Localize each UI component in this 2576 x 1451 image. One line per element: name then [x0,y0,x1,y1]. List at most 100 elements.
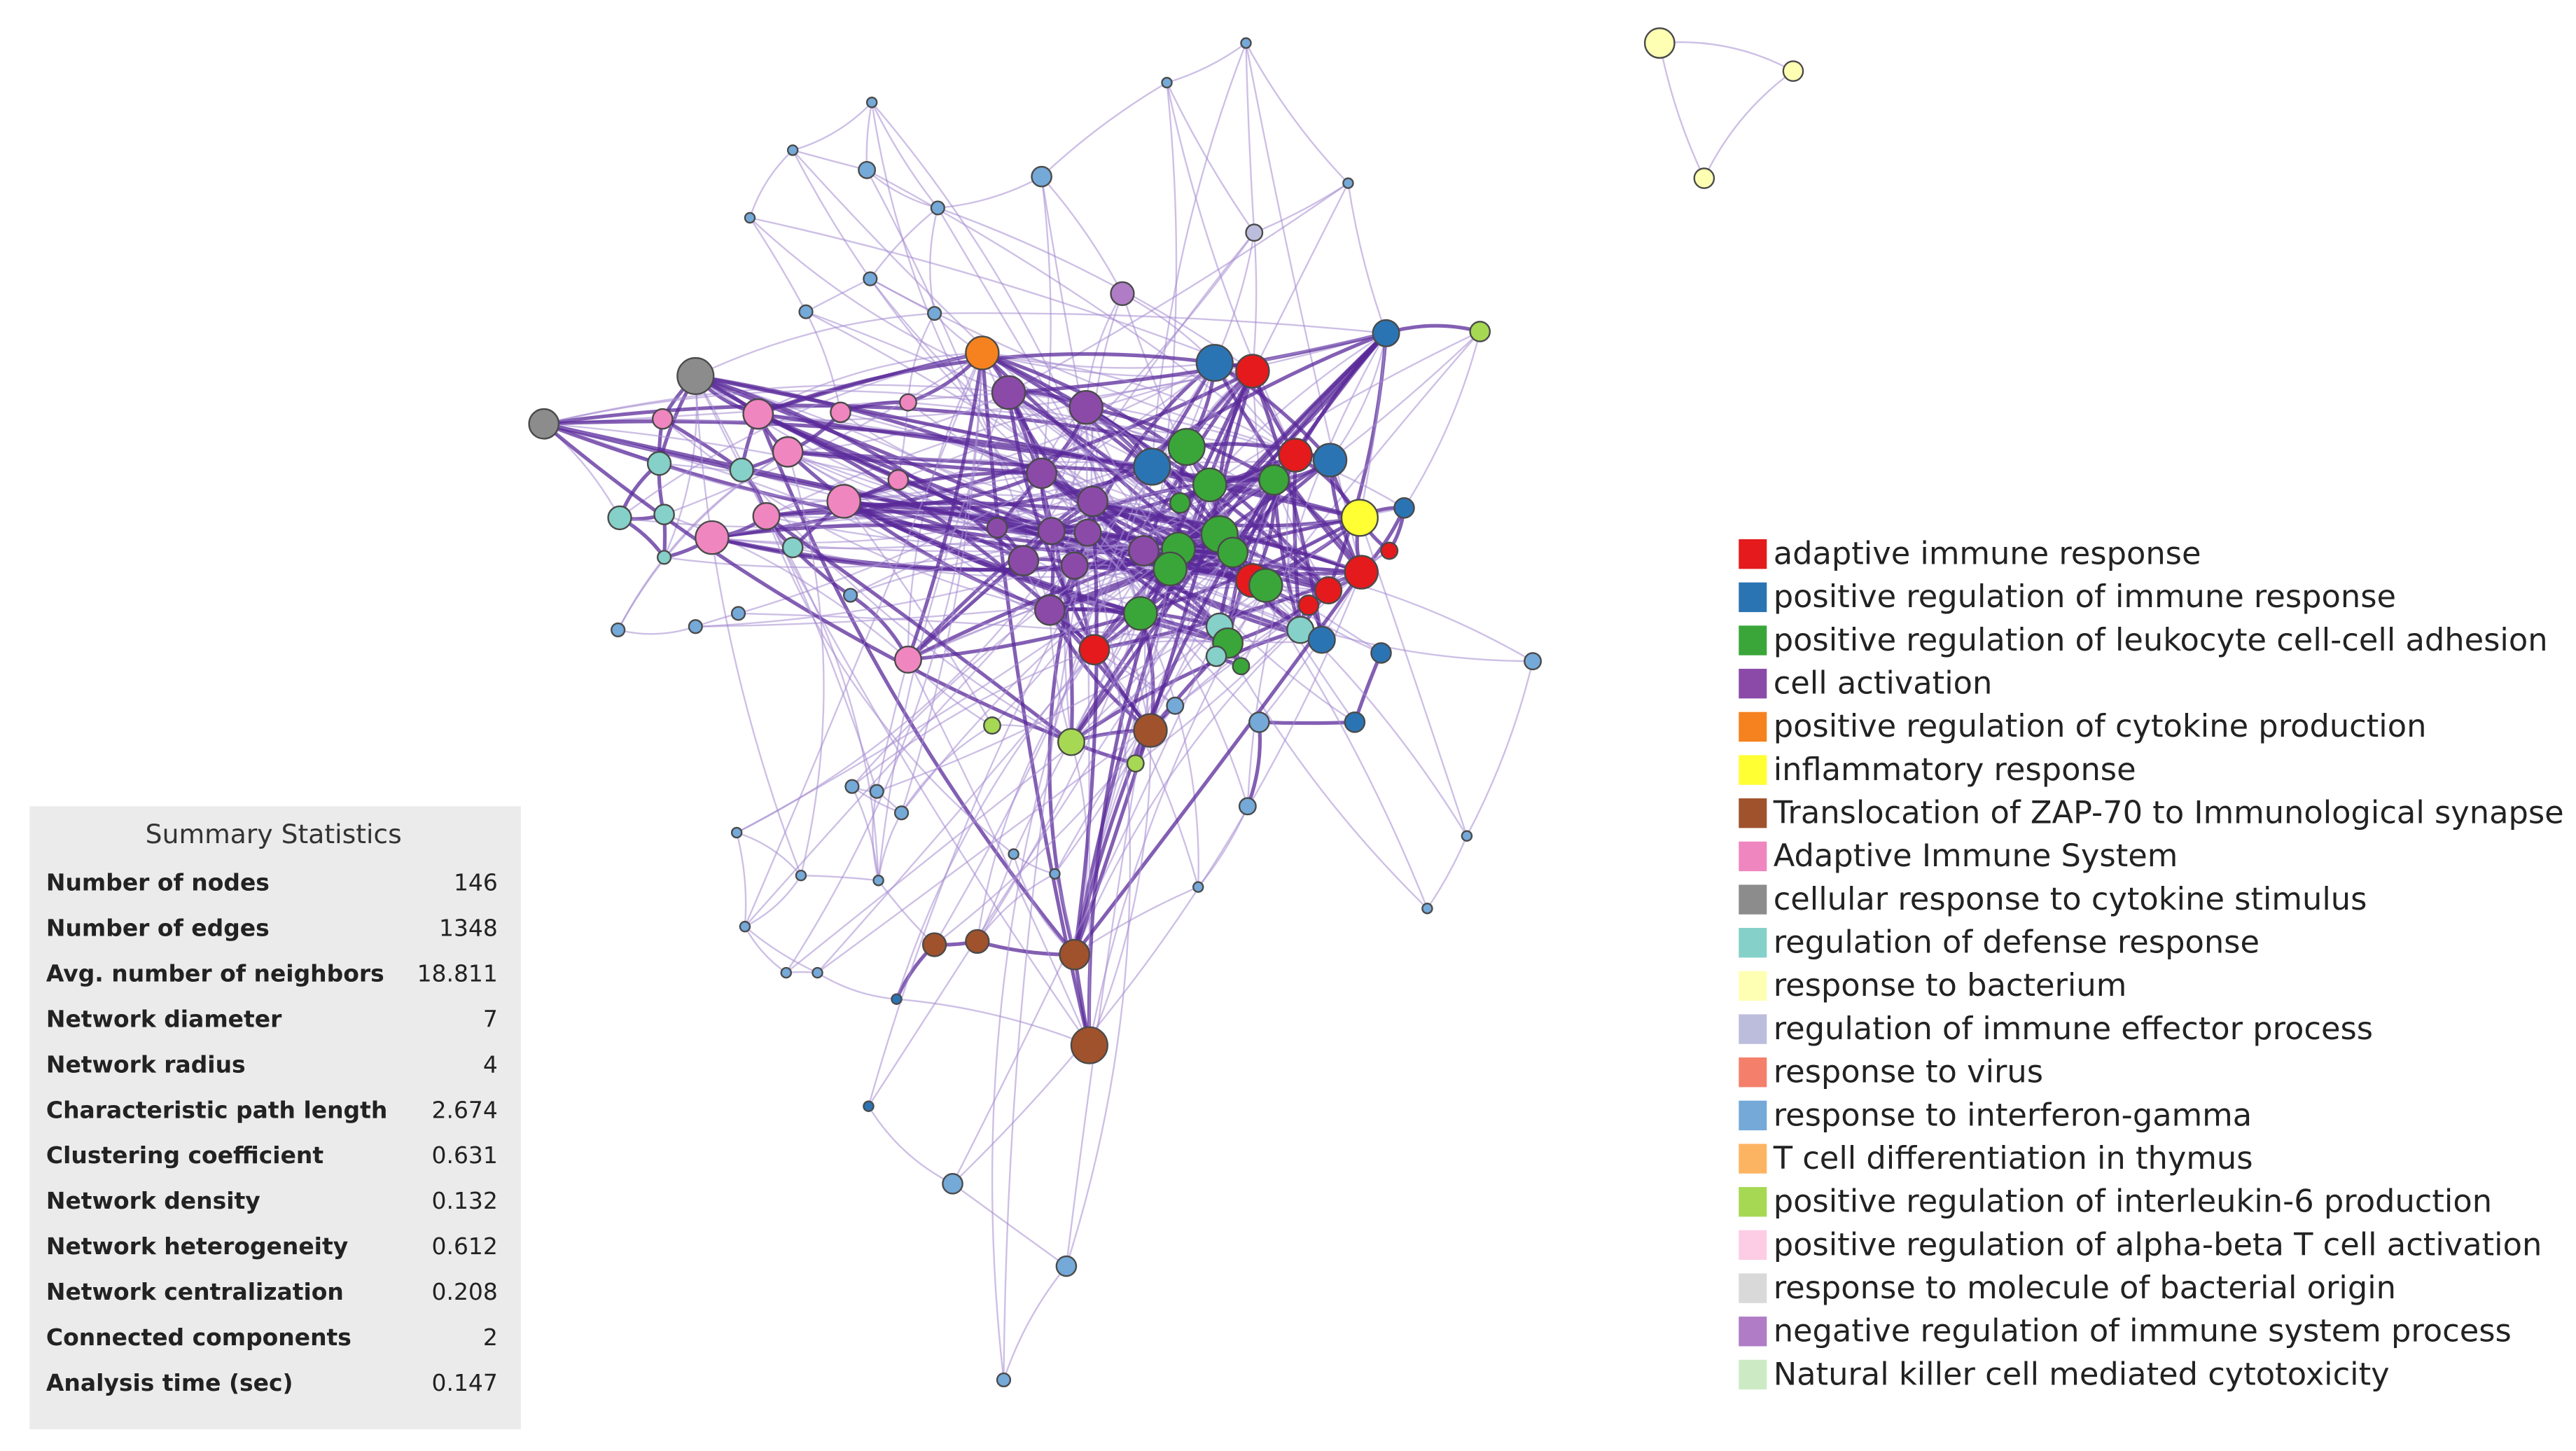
node [1070,1026,1108,1064]
stat-value: 0.132 [432,1187,498,1214]
legend-label: adaptive immune response [1774,535,2201,572]
edge [1252,579,1468,837]
node [1078,634,1111,666]
edge [664,532,1088,569]
stat-value: 1348 [439,914,498,941]
node [1205,645,1227,667]
node [1161,76,1173,89]
edge [1048,609,1153,732]
node [1245,223,1264,242]
legend-swatch [1739,1230,1767,1261]
node [1380,541,1399,560]
edge [906,352,984,660]
edge [1093,649,1199,887]
node [688,619,703,634]
edge [619,352,983,519]
node [1297,594,1320,616]
node [1192,467,1227,503]
edge [749,216,1253,373]
legend-swatch [1739,1273,1767,1303]
edge [1085,406,1323,641]
edge [758,412,1220,536]
node [607,505,632,531]
edge [749,149,793,218]
legend-label: positive regulation of immune response [1774,578,2396,615]
node [872,875,884,887]
node [1059,938,1091,971]
stat-label: Clustering coefficient [46,1141,323,1169]
edge [1347,183,1387,334]
edge [976,649,1095,942]
node [1344,555,1379,590]
legend-label: regulation of immune effector process [1774,1010,2373,1047]
legend-label: response to virus [1774,1053,2043,1090]
edge [1245,43,1255,233]
stat-value: 4 [483,1050,498,1078]
legend-swatch [1739,841,1767,872]
edge [868,479,1275,1107]
node [863,1100,875,1112]
edge [659,462,844,503]
edge [850,484,1210,597]
edge [1358,333,1387,518]
node [826,484,861,519]
edge [543,384,1296,457]
node [1126,754,1145,773]
node [842,588,858,603]
legend-label: cell activation [1774,665,1993,702]
edge [1426,835,1468,909]
node [1192,881,1204,893]
stat-value: 2.674 [432,1096,498,1123]
node [1057,728,1085,756]
edge [896,648,1095,1000]
edge [877,880,935,945]
legend-swatch [1739,1359,1767,1390]
stats-title: Summary Statistics [146,819,402,849]
edge [543,422,1072,744]
edge [1087,370,1255,1046]
edge [1167,42,1247,84]
legend-swatch [1739,625,1767,655]
stat-value: 146 [454,868,498,896]
node [1169,492,1191,514]
node [656,550,672,565]
edge [907,331,1387,661]
stat-label: Network heterogeneity [46,1233,348,1260]
node [1008,545,1040,576]
node [1393,497,1415,519]
edge [617,451,788,631]
node [730,826,743,839]
edge [1022,232,1255,562]
edge [869,207,939,279]
edge [695,374,1025,562]
node [893,805,910,821]
edge [843,499,1024,562]
node [729,457,754,482]
edge [695,375,878,792]
edge [1065,569,1171,1267]
edge [736,832,747,927]
stat-label: Connected components [46,1324,351,1351]
node [983,716,1001,735]
legend-swatch [1739,711,1767,742]
edge [1073,332,1388,955]
edge [766,370,1253,518]
edge [851,648,1095,788]
edge [1169,331,1388,571]
legend-swatch [1739,1057,1767,1088]
edge [868,1106,954,1185]
node [695,520,730,555]
node [1340,499,1379,537]
summary-statistics: Summary Statistics Number of nodes 146 Num… [29,806,521,1430]
edge [1040,176,1123,294]
node [1133,447,1171,486]
node [752,502,781,531]
node [730,606,746,621]
stat-label: Characteristic path length [46,1096,387,1123]
node [528,408,560,440]
node [1240,37,1252,49]
edge [757,412,1323,642]
node [1342,177,1354,189]
legend-label: Natural killer cell mediated cytotoxicit… [1774,1355,2390,1392]
edge [1003,1265,1067,1380]
